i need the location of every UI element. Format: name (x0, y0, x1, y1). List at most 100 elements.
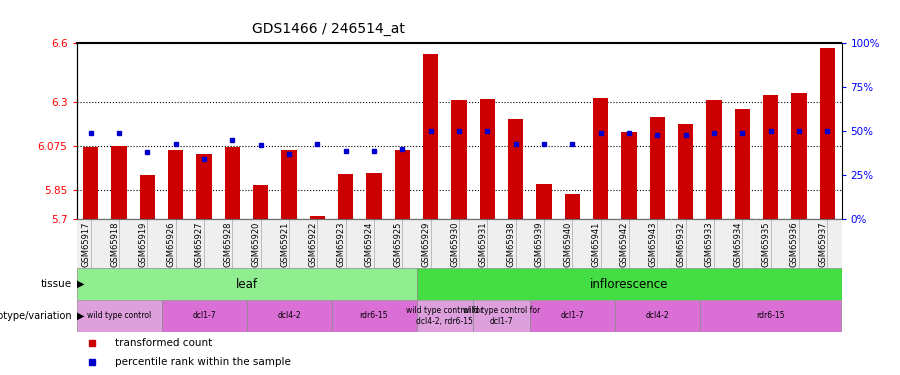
Bar (338, 174, 354, 219)
Bar (536, 184, 552, 219)
Bar (161, 300, 247, 332)
Bar (310, 216, 325, 219)
Bar (644, 219, 671, 268)
Text: GSM65932: GSM65932 (677, 222, 686, 267)
Bar (728, 219, 757, 268)
Bar (650, 117, 665, 219)
Bar (366, 173, 382, 219)
Text: ▶: ▶ (77, 311, 85, 321)
Text: dcl1-7: dcl1-7 (561, 311, 584, 320)
Bar (558, 219, 587, 268)
Bar (423, 54, 438, 219)
Text: GSM65943: GSM65943 (648, 222, 657, 267)
Text: dcl4-2: dcl4-2 (645, 311, 669, 320)
Bar (303, 219, 331, 268)
Bar (76, 300, 161, 332)
Bar (360, 219, 388, 268)
Text: GSM65936: GSM65936 (790, 222, 799, 267)
Text: GSM65917: GSM65917 (82, 222, 91, 267)
Bar (83, 147, 98, 219)
Bar (331, 219, 360, 268)
Text: GSM65931: GSM65931 (478, 222, 487, 267)
Bar (757, 219, 785, 268)
Bar (133, 219, 161, 268)
Bar (76, 268, 417, 300)
Text: GSM65934: GSM65934 (734, 222, 742, 267)
Text: inflorescence: inflorescence (590, 278, 668, 291)
Bar (473, 300, 530, 332)
Bar (700, 300, 842, 332)
Text: GSM65920: GSM65920 (252, 222, 261, 267)
Text: GSM65935: GSM65935 (761, 222, 770, 267)
Bar (508, 120, 524, 219)
Bar (615, 219, 644, 268)
Bar (388, 219, 417, 268)
Text: GSM65941: GSM65941 (591, 222, 600, 267)
Text: wild type control for
dcl1-7: wild type control for dcl1-7 (463, 306, 540, 326)
Bar (820, 48, 835, 219)
Bar (76, 219, 104, 268)
Text: percentile rank within the sample: percentile rank within the sample (115, 357, 291, 367)
Bar (190, 219, 218, 268)
Bar (734, 109, 750, 219)
Bar (564, 194, 580, 219)
Bar (814, 219, 842, 268)
Text: leaf: leaf (236, 278, 257, 291)
Text: GSM65918: GSM65918 (110, 222, 119, 267)
Text: GSM65938: GSM65938 (507, 222, 516, 267)
Bar (417, 300, 473, 332)
Bar (615, 300, 700, 332)
Bar (587, 219, 615, 268)
Text: transformed count: transformed count (115, 338, 212, 348)
Text: GSM65919: GSM65919 (139, 222, 148, 267)
Text: tissue: tissue (40, 279, 72, 289)
Text: GSM65921: GSM65921 (280, 222, 289, 267)
Bar (140, 176, 155, 219)
Bar (763, 95, 778, 219)
Text: GSM65924: GSM65924 (365, 222, 374, 267)
Bar (480, 99, 495, 219)
Bar (253, 185, 268, 219)
Bar (530, 300, 615, 332)
Text: GSM65928: GSM65928 (223, 222, 232, 267)
Text: GDS1466 / 246514_at: GDS1466 / 246514_at (252, 22, 405, 36)
Bar (700, 219, 728, 268)
Bar (451, 100, 467, 219)
Text: rdr6-15: rdr6-15 (756, 311, 785, 320)
Bar (196, 154, 211, 219)
Text: GSM65937: GSM65937 (818, 222, 827, 267)
Bar (417, 268, 842, 300)
Text: GSM65923: GSM65923 (337, 222, 346, 267)
Text: ▶: ▶ (77, 279, 85, 289)
Text: GSM65929: GSM65929 (422, 222, 431, 267)
Bar (785, 219, 814, 268)
Bar (706, 100, 722, 219)
Bar (678, 124, 694, 219)
Bar (530, 219, 558, 268)
Bar (281, 150, 297, 219)
Text: genotype/variation: genotype/variation (0, 311, 72, 321)
Text: GSM65927: GSM65927 (195, 222, 204, 267)
Bar (394, 150, 410, 219)
Bar (112, 146, 127, 219)
Text: rdr6-15: rdr6-15 (360, 311, 388, 320)
Text: GSM65925: GSM65925 (393, 222, 402, 267)
Bar (417, 219, 445, 268)
Bar (671, 219, 700, 268)
Text: GSM65930: GSM65930 (450, 222, 459, 267)
Bar (161, 219, 190, 268)
Text: dcl1-7: dcl1-7 (193, 311, 216, 320)
Bar (247, 300, 331, 332)
Text: GSM65942: GSM65942 (620, 222, 629, 267)
Bar (593, 98, 608, 219)
Bar (247, 219, 274, 268)
Text: dcl4-2: dcl4-2 (277, 311, 301, 320)
Text: GSM65933: GSM65933 (705, 222, 714, 267)
Text: GSM65940: GSM65940 (563, 222, 572, 267)
Bar (501, 219, 530, 268)
Text: wild type control: wild type control (87, 311, 151, 320)
Bar (224, 147, 240, 219)
Bar (218, 219, 247, 268)
Bar (791, 93, 806, 219)
Bar (104, 219, 133, 268)
